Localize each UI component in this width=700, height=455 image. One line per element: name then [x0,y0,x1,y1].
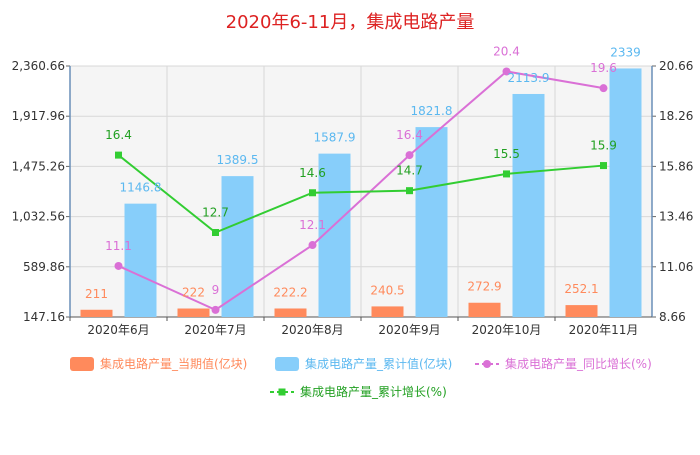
point-marker [503,170,510,178]
legend-label: 集成电路产量_累计值(亿块) [305,356,452,371]
y-left-tick-label: 2,360.66 [12,59,65,73]
data-label: 15.9 [590,139,617,153]
data-label: 222.2 [273,285,307,299]
data-label: 1587.9 [314,131,356,145]
x-tick-label: 2020年10月 [472,323,542,337]
point-marker [114,261,123,270]
data-label: 15.5 [493,147,520,161]
data-label: 2113.9 [508,71,550,85]
data-label: 12.7 [202,205,229,219]
data-label: 240.5 [370,283,404,297]
legend-marker [278,388,286,396]
y-right-tick-label: 13.46 [659,210,693,224]
data-label: 1146.8 [120,181,162,195]
data-label: 11.1 [105,239,132,253]
point-marker [406,187,413,195]
point-marker [212,228,219,236]
x-tick-label: 2020年11月 [569,323,639,337]
y-left-tick-label: 147.16 [23,310,65,324]
bar-current [274,308,307,317]
x-tick-label: 2020年8月 [281,323,343,337]
bar-cumulative [609,68,642,317]
y-right-tick-label: 15.86 [659,159,693,173]
legend-label: 集成电路产量_当期值(亿块) [100,356,247,371]
bar-cumulative [124,203,157,317]
data-label: 211 [85,287,108,301]
y-left-tick-label: 1,032.56 [12,210,65,224]
series-line-3 [117,154,604,234]
point-marker [308,241,317,250]
x-tick-label: 2020年6月 [87,323,149,337]
bar-current [468,302,501,317]
legend: 集成电路产量_当期值(亿块) 集成电路产量_累计值(亿块) 集成电路产量_同比增长(… [70,356,652,399]
bar-cumulative [415,127,448,318]
data-label: 9 [212,283,220,297]
y-right-tick-label: 20.66 [659,59,693,73]
legend-swatch [70,357,94,371]
point-marker [502,67,511,76]
legend-label: 集成电路产量_累计增长(%) [300,384,447,399]
data-label: 1821.8 [411,104,453,118]
legend-label: 集成电路产量_同比增长(%) [505,356,652,371]
data-label: 252.1 [564,282,598,296]
data-label: 222 [182,286,205,300]
legend-marker [483,360,491,368]
y-right-tick-label: 18.26 [659,109,693,123]
y-left-tick-label: 589.86 [23,260,65,274]
x-tick-label: 2020年7月 [184,323,246,337]
data-label: 12.1 [299,218,326,232]
data-label: 1389.5 [217,153,259,167]
legend-swatch [275,357,299,371]
data-label: 16.4 [105,128,132,142]
y-right-tick-label: 8.66 [659,310,686,324]
data-label: 14.6 [299,166,326,180]
bar-current [80,309,113,317]
point-marker [115,151,122,159]
data-label: 14.7 [396,164,423,178]
bar-current [565,305,598,317]
plot-area: 147.16 589.86 1,032.56 1,475.26 1,917.96 2,36… [12,44,694,337]
y-left-tick-label: 1,475.26 [12,159,65,173]
data-label: 16.4 [396,128,423,142]
bar-current [371,306,404,317]
bar-cumulative [512,93,545,317]
bar-cumulative [221,176,254,317]
data-label: 20.4 [493,44,520,58]
series-line-2 [118,70,604,312]
data-label: 272.9 [467,280,501,294]
point-marker [211,305,220,314]
data-label: 19.6 [590,61,617,75]
point-marker [309,189,316,197]
x-tick-label: 2020年9月 [378,323,440,337]
y-right-tick-label: 11.06 [659,260,693,274]
y-left-tick-label: 1,917.96 [12,109,65,123]
chart-title: 2020年6-11月，集成电路产量 [226,12,475,33]
point-marker [599,84,608,93]
point-marker [600,162,607,170]
point-marker [405,151,414,160]
bar-current [177,308,210,317]
data-label: 2339 [610,45,641,59]
